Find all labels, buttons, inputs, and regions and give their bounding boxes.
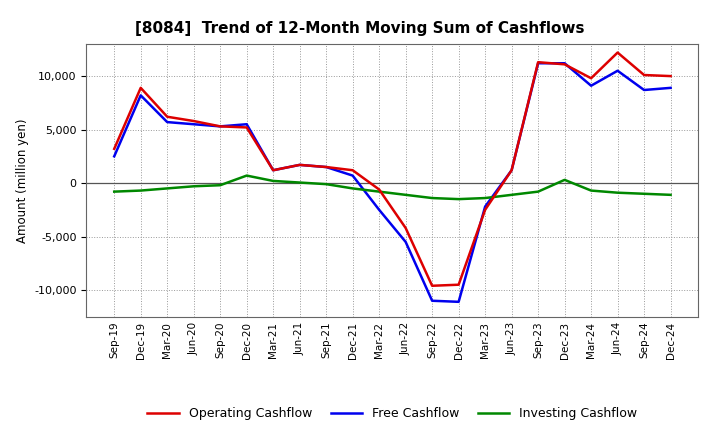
Operating Cashflow <box>508 168 516 173</box>
Investing Cashflow <box>666 192 675 198</box>
Investing Cashflow <box>640 191 649 196</box>
Investing Cashflow <box>110 189 119 194</box>
Free Cashflow <box>666 85 675 91</box>
Operating Cashflow <box>481 207 490 213</box>
Free Cashflow <box>136 93 145 98</box>
Free Cashflow <box>163 119 171 125</box>
Investing Cashflow <box>508 192 516 198</box>
Free Cashflow <box>401 239 410 245</box>
Investing Cashflow <box>322 182 330 187</box>
Investing Cashflow <box>216 183 225 188</box>
Investing Cashflow <box>534 189 542 194</box>
Free Cashflow <box>508 168 516 173</box>
Investing Cashflow <box>613 190 622 195</box>
Free Cashflow <box>295 162 304 168</box>
Line: Investing Cashflow: Investing Cashflow <box>114 176 670 199</box>
Operating Cashflow <box>110 146 119 151</box>
Line: Free Cashflow: Free Cashflow <box>114 63 670 302</box>
Free Cashflow <box>269 168 277 173</box>
Investing Cashflow <box>375 189 384 194</box>
Operating Cashflow <box>136 85 145 91</box>
Investing Cashflow <box>269 178 277 183</box>
Operating Cashflow <box>243 125 251 130</box>
Operating Cashflow <box>401 225 410 231</box>
Free Cashflow <box>110 154 119 159</box>
Free Cashflow <box>243 121 251 127</box>
Operating Cashflow <box>640 73 649 78</box>
Free Cashflow <box>587 83 595 88</box>
Operating Cashflow <box>189 118 198 124</box>
Free Cashflow <box>454 299 463 304</box>
Investing Cashflow <box>136 188 145 193</box>
Free Cashflow <box>348 173 357 178</box>
Text: [8084]  Trend of 12-Month Moving Sum of Cashflows: [8084] Trend of 12-Month Moving Sum of C… <box>135 21 585 36</box>
Line: Operating Cashflow: Operating Cashflow <box>114 52 670 286</box>
Free Cashflow <box>481 204 490 209</box>
Investing Cashflow <box>348 186 357 191</box>
Operating Cashflow <box>322 165 330 170</box>
Free Cashflow <box>322 165 330 170</box>
Investing Cashflow <box>401 192 410 198</box>
Operating Cashflow <box>587 76 595 81</box>
Operating Cashflow <box>375 187 384 192</box>
Operating Cashflow <box>560 62 569 67</box>
Operating Cashflow <box>534 59 542 65</box>
Investing Cashflow <box>428 195 436 201</box>
Free Cashflow <box>216 124 225 129</box>
Investing Cashflow <box>481 195 490 201</box>
Free Cashflow <box>613 68 622 73</box>
Investing Cashflow <box>587 188 595 193</box>
Free Cashflow <box>428 298 436 304</box>
Investing Cashflow <box>295 180 304 185</box>
Free Cashflow <box>640 88 649 93</box>
Investing Cashflow <box>243 173 251 178</box>
Investing Cashflow <box>163 186 171 191</box>
Operating Cashflow <box>295 162 304 168</box>
Legend: Operating Cashflow, Free Cashflow, Investing Cashflow: Operating Cashflow, Free Cashflow, Inves… <box>143 402 642 425</box>
Operating Cashflow <box>216 124 225 129</box>
Operating Cashflow <box>348 168 357 173</box>
Operating Cashflow <box>613 50 622 55</box>
Operating Cashflow <box>428 283 436 288</box>
Free Cashflow <box>375 207 384 213</box>
Investing Cashflow <box>189 183 198 189</box>
Operating Cashflow <box>269 168 277 173</box>
Operating Cashflow <box>163 114 171 119</box>
Investing Cashflow <box>560 177 569 183</box>
Free Cashflow <box>560 61 569 66</box>
Free Cashflow <box>189 121 198 127</box>
Investing Cashflow <box>454 197 463 202</box>
Operating Cashflow <box>454 282 463 287</box>
Free Cashflow <box>534 61 542 66</box>
Operating Cashflow <box>666 73 675 79</box>
Y-axis label: Amount (million yen): Amount (million yen) <box>16 118 29 242</box>
